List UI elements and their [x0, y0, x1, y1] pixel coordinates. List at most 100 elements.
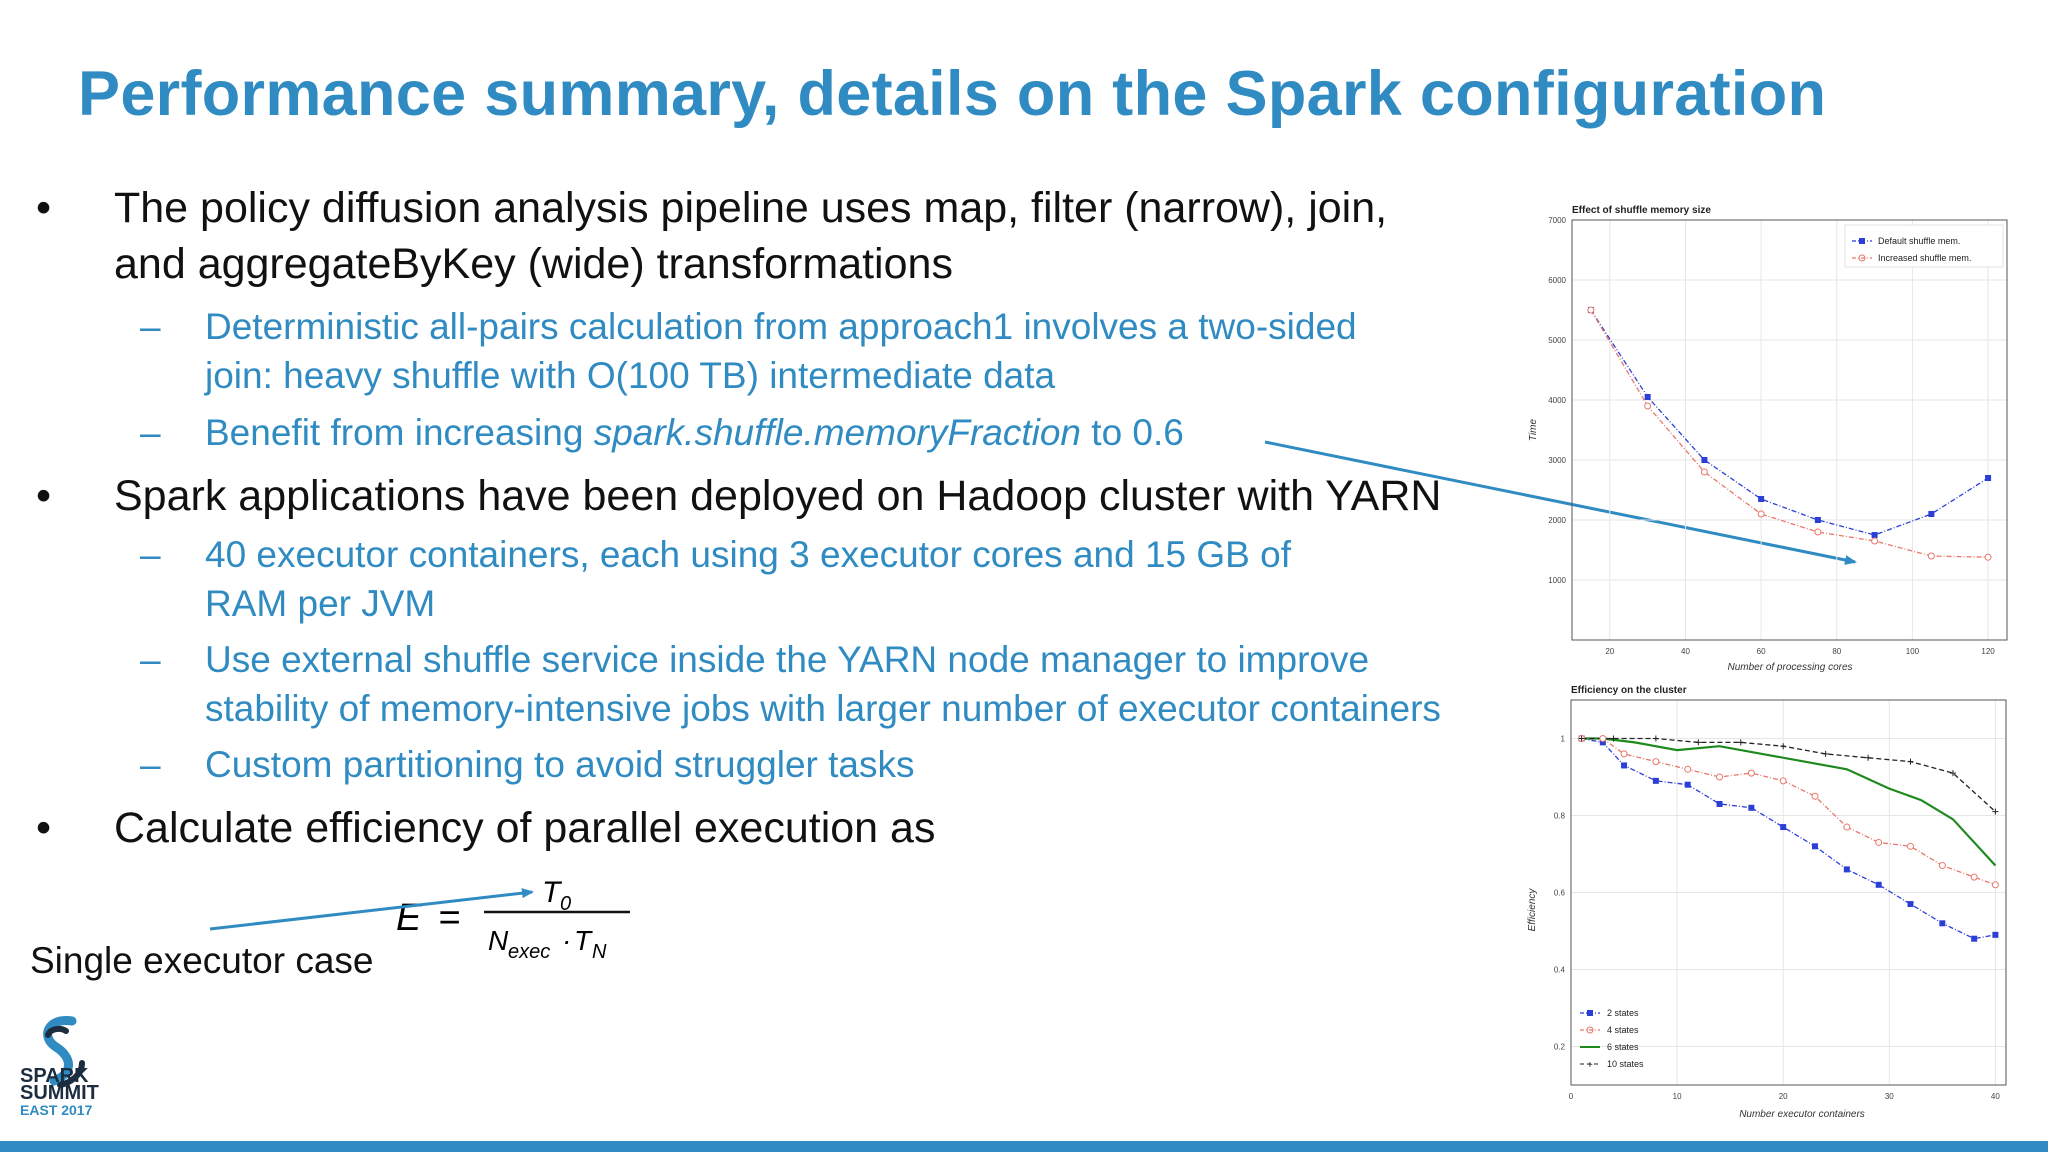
- bullet-text: Spark applications have been deployed on…: [114, 472, 1442, 520]
- legend-marker-2-states: [1587, 1010, 1593, 1016]
- eq-lhs: E: [396, 897, 422, 939]
- data-point: [1938, 862, 1946, 870]
- data-point: [1621, 762, 1628, 769]
- data-point: [1984, 553, 1992, 561]
- series-line: [1581, 737, 1997, 867]
- legend-label: 2 states: [1607, 1008, 1639, 1018]
- legend-marker-10-states: +: [1587, 1060, 1593, 1071]
- legend-marker-4-states: [1586, 1026, 1594, 1034]
- data-point: [1871, 532, 1878, 538]
- series-points: [1587, 306, 1992, 561]
- data-point: [1737, 739, 1744, 746]
- data-point: [1843, 823, 1851, 831]
- dash-marker: –: [140, 534, 161, 575]
- y-axis-label: Time: [1528, 418, 1539, 441]
- bullet-marker: •: [36, 804, 52, 852]
- y-tick-label: 1000: [1548, 576, 1566, 585]
- x-tick-label: 40: [1681, 647, 1690, 656]
- data-point: [1780, 824, 1787, 831]
- x-tick-label: 30: [1885, 1092, 1894, 1101]
- bullet-text: Calculate efficiency of parallel executi…: [114, 804, 936, 852]
- data-point: [1578, 735, 1585, 742]
- y-tick-label: 1: [1561, 735, 1566, 744]
- chart-legend: Default shuffle mem. Increased shuffle m…: [1844, 224, 2004, 268]
- x-tick-label: 100: [1906, 647, 1920, 656]
- data-point: [1971, 935, 1978, 942]
- data-point: [1865, 754, 1872, 761]
- data-point: [1875, 838, 1883, 846]
- legend-label: 4 states: [1607, 1025, 1639, 1035]
- legend-label: Increased shuffle mem.: [1878, 253, 1971, 263]
- eq-denominator-t: T: [574, 925, 593, 956]
- logo-line-summit: SUMMIT: [20, 1082, 99, 1104]
- y-tick-label: 0.6: [1554, 889, 1566, 898]
- y-tick-label: 0.8: [1554, 812, 1566, 821]
- logo-line-spark: SPARK: [20, 1065, 89, 1087]
- eq-numerator-sub: 0: [560, 893, 571, 915]
- data-point: [1812, 843, 1819, 850]
- x-tick-label: 20: [1779, 1092, 1788, 1101]
- x-axis-label: Number of processing cores: [1727, 662, 1852, 673]
- sub-bullet-text: Benefit from increasing spark.shuffle.me…: [205, 408, 1184, 457]
- sub-bullet-text: RAM per JVM: [205, 583, 436, 624]
- data-point: [1716, 773, 1724, 781]
- data-point: [1620, 750, 1628, 758]
- data-point: [1811, 792, 1819, 800]
- x-tick-label: 10: [1673, 1092, 1682, 1101]
- data-point: [1814, 528, 1822, 536]
- eq-equals: =: [438, 897, 460, 939]
- data-point: [1985, 475, 1992, 481]
- logo-line-event: EAST 2017: [20, 1102, 93, 1118]
- y-tick-label: 2000: [1548, 516, 1566, 525]
- data-point: [1939, 920, 1946, 927]
- data-point: [1716, 800, 1723, 807]
- x-tick-label: 20: [1605, 647, 1614, 656]
- data-point: [1652, 735, 1659, 742]
- sub-bullet-text: Custom partitioning to avoid struggler t…: [205, 744, 915, 785]
- footer-bar: [0, 1141, 2048, 1152]
- dash-marker: –: [140, 639, 161, 680]
- data-point: [1684, 765, 1692, 773]
- data-point: [1822, 750, 1829, 757]
- sub-bullet-text: Use external shuffle service inside the …: [205, 639, 1370, 680]
- tick-labels: 0 10 20 30 40 0.2 0.4 0.6 0.8 1: [1554, 735, 2001, 1102]
- y-axis-label: Efficiency: [1527, 888, 1538, 932]
- eq-dot: ·: [562, 925, 571, 956]
- data-point: [1907, 758, 1914, 765]
- data-point: [1747, 769, 1755, 777]
- data-point: [1907, 901, 1914, 908]
- legend-label: Default shuffle mem.: [1878, 236, 1960, 246]
- data-point: [1695, 739, 1702, 746]
- data-point: [1652, 758, 1660, 766]
- eq-denominator-t-sub: N: [592, 941, 607, 963]
- data-point: [1928, 511, 1935, 517]
- chart-frame: [1571, 219, 2008, 641]
- series-points: [1578, 735, 1999, 942]
- dash-marker: –: [140, 306, 161, 347]
- bullet-text: and aggregateByKey (wide) transformation…: [114, 240, 953, 288]
- data-point: [1757, 510, 1765, 518]
- legend-label: 6 states: [1607, 1042, 1639, 1052]
- sub-bullet-suffix: to 0.6: [1081, 412, 1184, 453]
- config-param: spark.shuffle.memoryFraction: [593, 412, 1082, 453]
- series-lines: [1590, 309, 1989, 558]
- data-point: [1748, 804, 1755, 811]
- data-point: [1587, 306, 1595, 314]
- sub-bullet-prefix: Benefit from increasing: [205, 412, 594, 453]
- logo-swirl-dark-top: [45, 1025, 69, 1038]
- data-point: [1644, 394, 1651, 400]
- data-point: [1871, 537, 1879, 545]
- data-point: [1684, 781, 1691, 788]
- chart-legend: 2 states 4 states 6 states + 10 states: [1580, 1008, 1644, 1071]
- x-tick-label: 60: [1757, 647, 1766, 656]
- data-point: [1610, 735, 1617, 742]
- x-tick-label: 80: [1832, 647, 1841, 656]
- chart-title: Effect of shuffle memory size: [1572, 205, 1711, 216]
- sub-bullet-text: stability of memory-intensive jobs with …: [205, 688, 1441, 729]
- data-point: [1779, 777, 1787, 785]
- y-tick-label: 5000: [1548, 336, 1566, 345]
- chart-frame: [1570, 699, 2007, 1086]
- data-point: [1701, 457, 1708, 463]
- series-line: [1581, 737, 1996, 940]
- efficiency-chart: Efficiency on the cluster 0 10 20 30 40 0.2 0.…: [1527, 685, 2007, 1120]
